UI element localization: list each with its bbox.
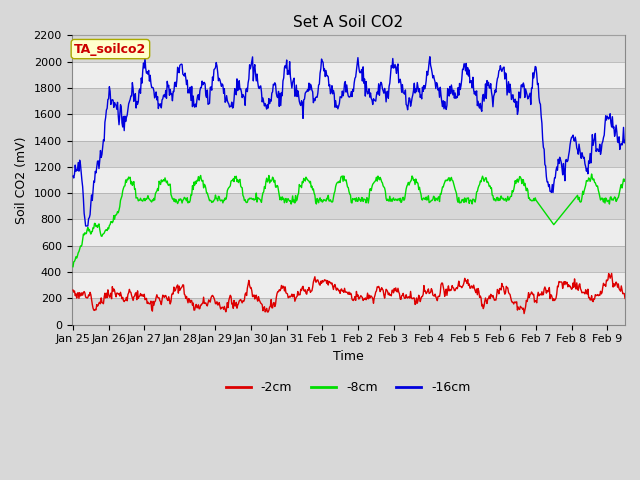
Bar (72, 272, 625, 298)
Title: Set A Soil CO2: Set A Soil CO2 (293, 15, 403, 30)
Bar (72, 114, 625, 141)
Bar (72, 61, 625, 88)
X-axis label: Time: Time (333, 350, 364, 363)
Y-axis label: Soil CO2 (mV): Soil CO2 (mV) (15, 136, 28, 224)
Bar (72, 219, 625, 246)
Text: TA_soilco2: TA_soilco2 (74, 43, 147, 56)
Bar (72, 167, 625, 193)
Legend: -2cm, -8cm, -16cm: -2cm, -8cm, -16cm (221, 376, 476, 399)
